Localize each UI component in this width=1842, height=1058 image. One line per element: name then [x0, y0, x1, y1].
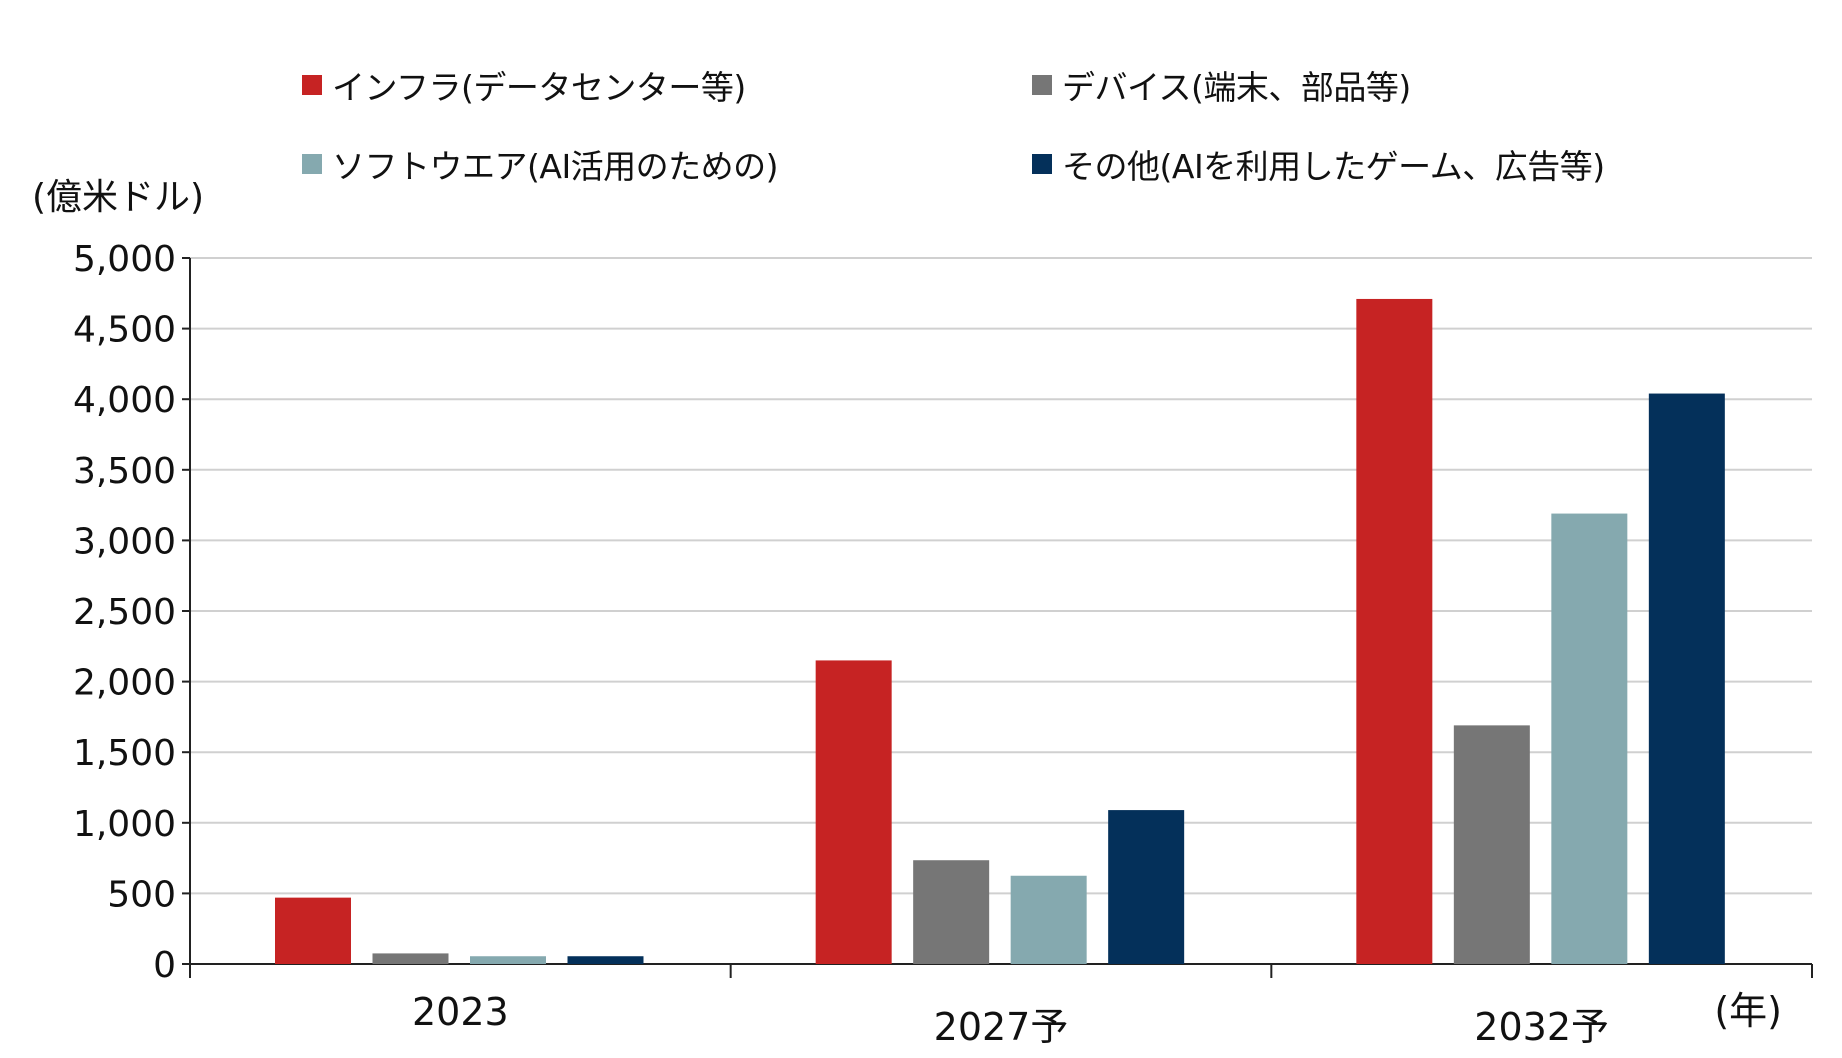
y-tick-label-3000: 3,000: [73, 521, 176, 562]
legend-swatch-software: [302, 154, 322, 174]
y-tick-label-4000: 4,000: [73, 380, 176, 421]
y-tick-label-3500: 3,500: [73, 451, 176, 492]
legend-label-other: その他(AIを利用したゲーム、広告等): [1062, 147, 1605, 186]
bar-2027予-series-3: [1108, 810, 1185, 964]
x-tick-label-1: 2027予: [934, 1005, 1069, 1049]
bar-2023-series-1: [372, 953, 449, 964]
bar-2032予-series-3: [1648, 393, 1725, 964]
bar-2027予-series-0: [815, 660, 892, 964]
y-tick-label-2000: 2,000: [73, 663, 176, 704]
bar-2032予-series-0: [1356, 298, 1433, 964]
legend-swatch-other: [1032, 154, 1052, 174]
x-axis-unit-label: (年): [1714, 989, 1782, 1033]
x-tick-label-0: 2023: [412, 990, 509, 1034]
legend-item-devices: デバイス(端末、部品等): [1032, 62, 1411, 108]
legend-item-other: その他(AIを利用したゲーム、広告等): [1032, 141, 1605, 187]
legend-item-infrastructure: インフラ(データセンター等): [302, 62, 746, 108]
legend-label-software: ソフトウエア(AI活用のための): [332, 147, 779, 186]
bar-2027予-series-2: [1010, 875, 1087, 964]
bar-2023-series-2: [470, 956, 546, 964]
bar-2032予-series-1: [1453, 725, 1530, 964]
legend-label-devices: デバイス(端末、部品等): [1062, 68, 1411, 107]
bar-2027予-series-1: [913, 860, 990, 964]
legend-swatch-infrastructure: [302, 75, 322, 95]
y-tick-label-500: 500: [107, 874, 176, 915]
y-tick-label-1500: 1,500: [73, 733, 176, 774]
x-tick-label-2: 2032予: [1474, 1005, 1609, 1049]
y-tick-label-2500: 2,500: [73, 592, 176, 633]
legend-item-software: ソフトウエア(AI活用のための): [302, 141, 779, 187]
bar-2032予-series-2: [1551, 513, 1628, 964]
y-tick-label-5000: 5,000: [73, 239, 176, 280]
legend-swatch-devices: [1032, 75, 1052, 95]
legend-label-infrastructure: インフラ(データセンター等): [332, 68, 746, 107]
y-tick-label-0: 0: [153, 945, 176, 986]
y-axis-title: (億米ドル): [32, 177, 205, 218]
bar-2023-series-0: [275, 897, 351, 964]
y-tick-label-1000: 1,000: [73, 804, 176, 845]
y-tick-label-4500: 4,500: [73, 310, 176, 351]
bar-2023-series-3: [567, 956, 644, 964]
